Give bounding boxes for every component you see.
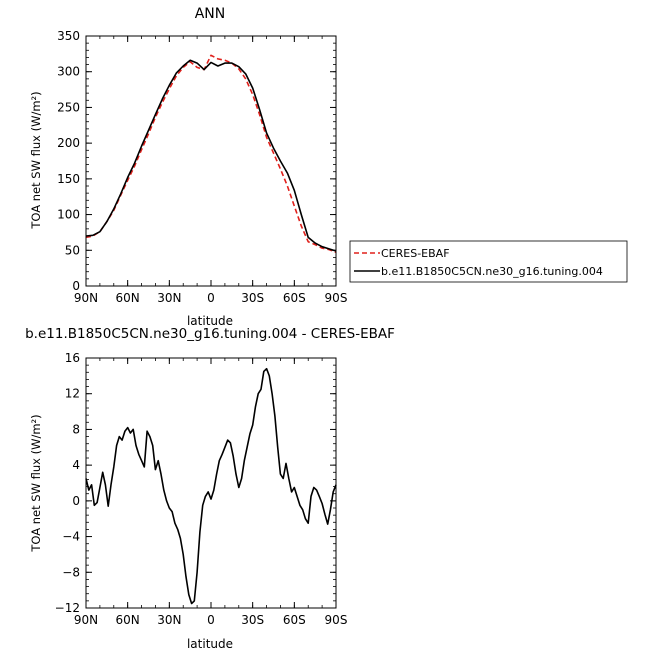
- chart-bottom: b.e11.B1850C5CN.ne30_g16.tuning.004 - CE…: [25, 326, 395, 651]
- y-tick-label: −12: [55, 601, 80, 615]
- plot-frame: [85, 35, 337, 287]
- difference-chart-title: b.e11.B1850C5CN.ne30_g16.tuning.004 - CE…: [25, 326, 395, 342]
- y-tick-label: 50: [65, 243, 80, 257]
- y-tick-label: 100: [57, 208, 80, 222]
- x-axis-label: latitude: [187, 314, 233, 328]
- y-axis-label-bottom: TOA net SW flux (W/m²): [29, 414, 43, 552]
- x-tick-label: 60N: [116, 291, 140, 305]
- legend-entry-ceres: CERES-EBAF: [381, 247, 450, 260]
- chart-title: ANN: [195, 6, 226, 22]
- x-tick-label: 60S: [283, 613, 306, 627]
- y-tick-label: 0: [72, 494, 80, 508]
- x-tick-label: 90S: [325, 291, 348, 305]
- legend: CERES-EBAF b.e11.B1850C5CN.ne30_g16.tuni…: [349, 240, 628, 283]
- x-tick-label: 30N: [157, 291, 181, 305]
- x-tick-label: 60N: [116, 613, 140, 627]
- x-tick-label: 0: [207, 613, 215, 627]
- x-tick-label: 30S: [241, 291, 264, 305]
- y-tick-label: 300: [57, 65, 80, 79]
- legend-entry-model: b.e11.B1850C5CN.ne30_g16.tuning.004: [381, 265, 603, 278]
- y-tick-label: 200: [57, 136, 80, 150]
- x-tick-label: 90N: [74, 613, 98, 627]
- y-tick-label: 16: [65, 351, 80, 365]
- legend-box: [349, 240, 628, 283]
- x-tick-label: 90S: [325, 613, 348, 627]
- y-tick-label: 250: [57, 100, 80, 114]
- y-tick-label: 8: [72, 422, 80, 436]
- series-line-ceres-ebaf: [85, 54, 337, 254]
- x-tick-label: 90N: [74, 291, 98, 305]
- y-tick-label: 4: [72, 458, 80, 472]
- y-tick-label: 12: [65, 387, 80, 401]
- plot-frame-bottom: [85, 357, 337, 609]
- y-tick-label: 0: [72, 279, 80, 293]
- y-tick-label: 150: [57, 172, 80, 186]
- chart-top: ANN TOA net SW flux (W/m²) latitude 0 50 1…: [29, 6, 347, 328]
- x-tick-label: 60S: [283, 291, 306, 305]
- x-axis-label-bottom: latitude: [187, 637, 233, 651]
- series-line-difference: [85, 367, 337, 605]
- x-tick-label: 0: [207, 291, 215, 305]
- x-tick-label: 30S: [241, 613, 264, 627]
- series-line-model: [85, 59, 337, 252]
- y-tick-label: −4: [62, 530, 80, 544]
- y-axis-label: TOA net SW flux (W/m²): [29, 91, 43, 229]
- y-tick-label: −8: [62, 565, 80, 579]
- y-tick-label: 350: [57, 29, 80, 43]
- x-tick-label: 30N: [157, 613, 181, 627]
